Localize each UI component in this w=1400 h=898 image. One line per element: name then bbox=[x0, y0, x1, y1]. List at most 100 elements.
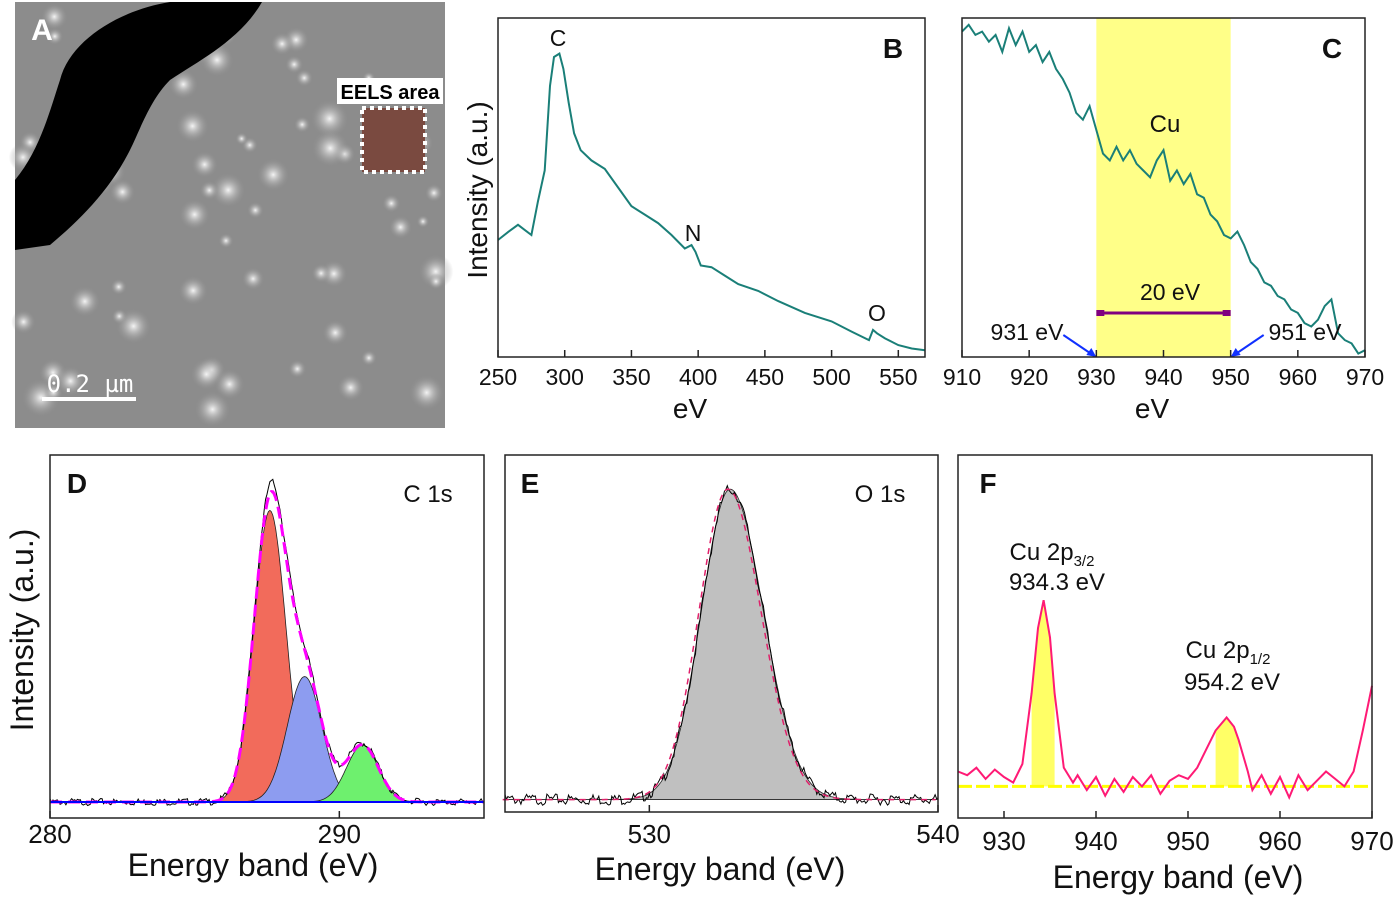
bright-spot bbox=[293, 116, 311, 133]
plot-frame bbox=[497, 17, 926, 358]
x-axis-label-c: eV bbox=[1135, 393, 1170, 424]
component-peak-1 bbox=[504, 488, 939, 800]
bright-spot bbox=[285, 55, 304, 74]
eels-area-box bbox=[360, 106, 427, 174]
bright-spot bbox=[178, 275, 209, 306]
arrow-head bbox=[1096, 310, 1105, 316]
bright-spot bbox=[191, 150, 219, 179]
chart-c: 910 920 930 940 950 960 970 bbox=[943, 17, 1384, 390]
peak-label-c: C bbox=[550, 25, 567, 51]
x-tick-label: 280 bbox=[28, 819, 71, 849]
bright-spot bbox=[110, 278, 127, 296]
arrow-head bbox=[1222, 310, 1231, 316]
bright-spot bbox=[270, 32, 294, 56]
bright-spot bbox=[311, 263, 331, 284]
x-tick-label: 960 bbox=[1279, 364, 1317, 390]
x-tick-label: 950 bbox=[1166, 826, 1209, 856]
y-axis-label-d: Intensity (a.u.) bbox=[4, 529, 40, 732]
title-c1s: C 1s bbox=[403, 481, 452, 508]
bright-spot bbox=[311, 129, 350, 168]
bright-spot bbox=[69, 285, 101, 318]
x-tick-label: 530 bbox=[628, 819, 671, 849]
eels-area-label: EELS area bbox=[341, 82, 441, 104]
bright-spot bbox=[427, 273, 445, 290]
panel-label-e: E bbox=[521, 468, 540, 499]
component-peak-1 bbox=[49, 509, 485, 803]
bright-spot bbox=[190, 358, 223, 391]
scale-bar bbox=[42, 397, 136, 401]
x-tick-label: 500 bbox=[812, 364, 850, 390]
element-label-cu: Cu bbox=[1150, 111, 1181, 138]
peak-name: Cu 2p bbox=[1186, 637, 1250, 664]
bright-spot bbox=[416, 215, 430, 228]
x-axis-label-e: Energy band (eV) bbox=[595, 851, 846, 887]
x-tick-label: 930 bbox=[982, 826, 1025, 856]
x-tick-label: 940 bbox=[1144, 364, 1182, 390]
peak-label-2p32: Cu 2p3/2 bbox=[1010, 539, 1095, 570]
peak-fill-2 bbox=[1215, 717, 1239, 787]
bright-spot bbox=[218, 233, 234, 249]
x-tick-label: 970 bbox=[1346, 364, 1384, 390]
measured-curve bbox=[504, 484, 939, 807]
x-tick-label: 400 bbox=[679, 364, 717, 390]
bright-spot bbox=[175, 109, 210, 143]
plot-frame bbox=[957, 454, 1373, 819]
panel-label-d: D bbox=[67, 468, 87, 499]
bright-spot bbox=[310, 99, 350, 139]
bright-spot bbox=[115, 308, 152, 345]
peak-subscript: 3/2 bbox=[1074, 553, 1095, 570]
bright-spot bbox=[288, 359, 307, 379]
x-tick-label: 290 bbox=[318, 819, 361, 849]
bright-spot bbox=[418, 253, 454, 290]
bright-spot bbox=[46, 27, 64, 45]
arrow-head bbox=[1086, 348, 1097, 357]
title-o1s: O 1s bbox=[855, 481, 906, 508]
x-tick-label: 350 bbox=[612, 364, 650, 390]
bright-spot bbox=[199, 180, 220, 201]
scale-bar-label: 0.2 µm bbox=[47, 370, 134, 398]
highlight-band bbox=[1096, 18, 1231, 357]
plot-frame bbox=[49, 454, 485, 819]
y-axis-label-b: Intensity (a.u.) bbox=[462, 101, 493, 278]
spectrum-line bbox=[961, 23, 1366, 355]
chart-e: 530 540 bbox=[502, 454, 960, 849]
peak-name: Cu 2p bbox=[1010, 539, 1074, 566]
x-axis-label-f: Energy band (eV) bbox=[1053, 859, 1304, 895]
plot-frame bbox=[504, 454, 939, 813]
panel-label-c: C bbox=[1322, 33, 1342, 64]
x-tick-label: 920 bbox=[1010, 364, 1048, 390]
bright-spot bbox=[40, 3, 68, 31]
x-tick-label: 550 bbox=[879, 364, 917, 390]
x-tick-label: 930 bbox=[1077, 364, 1115, 390]
chart-f: 930 940 950 960 970 bbox=[957, 454, 1394, 856]
x-tick-label: 250 bbox=[479, 364, 517, 390]
x-tick-label: 960 bbox=[1258, 826, 1301, 856]
panel-label-f: F bbox=[979, 468, 996, 499]
bright-spot bbox=[408, 374, 445, 411]
chart-d: 280 290 bbox=[28, 454, 485, 849]
x-tick-label: 950 bbox=[1211, 364, 1249, 390]
bright-spot bbox=[337, 374, 365, 402]
marker-label-951: 951 eV bbox=[1269, 319, 1343, 345]
chart-b: 250 300 350 400 450 500 550 bbox=[479, 17, 926, 390]
x-tick-label: 970 bbox=[1350, 826, 1393, 856]
panel-label-b: B bbox=[883, 33, 903, 64]
bright-spot bbox=[235, 132, 248, 145]
peak-fill-1 bbox=[1031, 600, 1055, 787]
bright-spot bbox=[210, 172, 246, 208]
dark-hole bbox=[15, 2, 262, 250]
x-tick-label: 540 bbox=[916, 819, 959, 849]
x-tick-label: 450 bbox=[746, 364, 784, 390]
bright-spot bbox=[388, 215, 413, 240]
bright-spot bbox=[295, 69, 314, 87]
bright-spot bbox=[194, 390, 231, 428]
bright-spot bbox=[11, 309, 36, 335]
peak-label-n: N bbox=[685, 220, 702, 246]
peak-energy-954: 954.2 eV bbox=[1184, 669, 1280, 696]
peak-subscript: 1/2 bbox=[1250, 651, 1271, 668]
x-axis-label-d: Energy band (eV) bbox=[128, 847, 379, 883]
bright-spot bbox=[241, 267, 265, 291]
panel-a-micrograph: EELS area A 0.2 µm bbox=[8, 2, 454, 428]
bright-spot bbox=[256, 158, 290, 192]
bright-spot bbox=[382, 194, 401, 213]
